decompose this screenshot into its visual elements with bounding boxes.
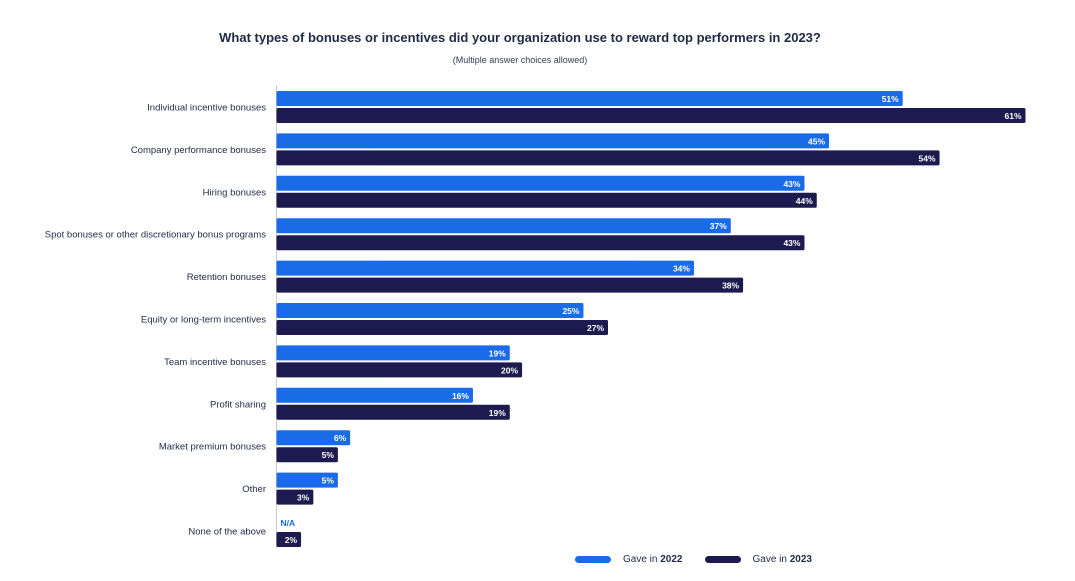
category-label: Individual incentive bonuses [147, 103, 266, 114]
data-label: 44% [796, 196, 813, 206]
data-label: 6% [334, 433, 347, 443]
category-label: Equity or long-term incentives [141, 315, 266, 326]
data-label: 37% [710, 221, 727, 231]
bar-2023 [276, 362, 523, 378]
data-label: 34% [673, 264, 690, 274]
legend-swatch-2022 [575, 556, 611, 563]
data-label: 61% [1004, 111, 1021, 121]
category-label: Market premium bonuses [159, 442, 266, 453]
data-label: 43% [783, 238, 800, 248]
bar-2022 [276, 303, 584, 318]
category-label: Team incentive bonuses [164, 357, 266, 368]
bar-2022 [276, 175, 805, 191]
bar-2023 [276, 235, 805, 251]
data-label: 20% [501, 365, 518, 375]
chart-title: What types of bonuses or incentives did … [219, 30, 821, 45]
data-label: 45% [808, 136, 825, 146]
data-label: 5% [322, 450, 335, 460]
bar-2023 [276, 404, 510, 420]
bar-2023 [276, 532, 302, 547]
legend-label-2022: Gave in 2022 [623, 554, 683, 565]
data-label: 27% [587, 323, 604, 333]
data-label-na: N/A [281, 518, 296, 528]
legend-item-2023: Gave in 2023 [704, 554, 813, 565]
bar-2022 [276, 133, 830, 149]
bars-group: Individual incentive bonuses 51% 61% Compan… [45, 91, 1026, 547]
bar-2022 [276, 387, 473, 403]
bar-2023 [276, 447, 338, 463]
category-label: Retention bonuses [187, 272, 266, 283]
bar-2023 [276, 108, 1026, 123]
legend-swatch-2023 [704, 556, 741, 563]
bar-2022 [276, 91, 903, 106]
bar-2023 [276, 192, 817, 208]
data-label: 43% [783, 179, 800, 189]
bar-2022 [276, 260, 694, 276]
data-label: 3% [297, 493, 310, 503]
bar-2023 [276, 150, 940, 166]
bar-2022 [276, 218, 731, 234]
bar-2022 [276, 472, 338, 488]
data-label: 54% [919, 153, 936, 163]
legend-label-2023: Gave in 2023 [752, 554, 813, 565]
data-label: 16% [452, 391, 469, 401]
data-label: 25% [562, 306, 579, 316]
bar-2023 [276, 489, 314, 505]
category-label: Spot bonuses or other discretionary bonu… [45, 230, 267, 241]
bar-2023 [276, 277, 744, 293]
bar-2022 [276, 345, 510, 361]
legend-item-2022: Gave in 2022 [575, 554, 683, 565]
data-label: 19% [489, 408, 506, 418]
legend: Gave in 2022 Gave in 2023 [575, 554, 834, 565]
category-label: Hiring bonuses [203, 187, 267, 198]
category-label: Profit sharing [210, 399, 266, 410]
data-label: 19% [489, 348, 506, 358]
data-label: 5% [322, 476, 335, 486]
chart-subtitle: (Multiple answer choices allowed) [452, 55, 588, 65]
bar-2023 [276, 320, 609, 335]
category-label: Company performance bonuses [131, 145, 266, 156]
category-label: Other [242, 484, 266, 495]
data-label: 2% [285, 535, 298, 545]
data-label: 51% [882, 94, 899, 104]
bar-2022 [276, 430, 351, 446]
data-label: 38% [722, 281, 739, 291]
category-label: None of the above [188, 527, 266, 538]
